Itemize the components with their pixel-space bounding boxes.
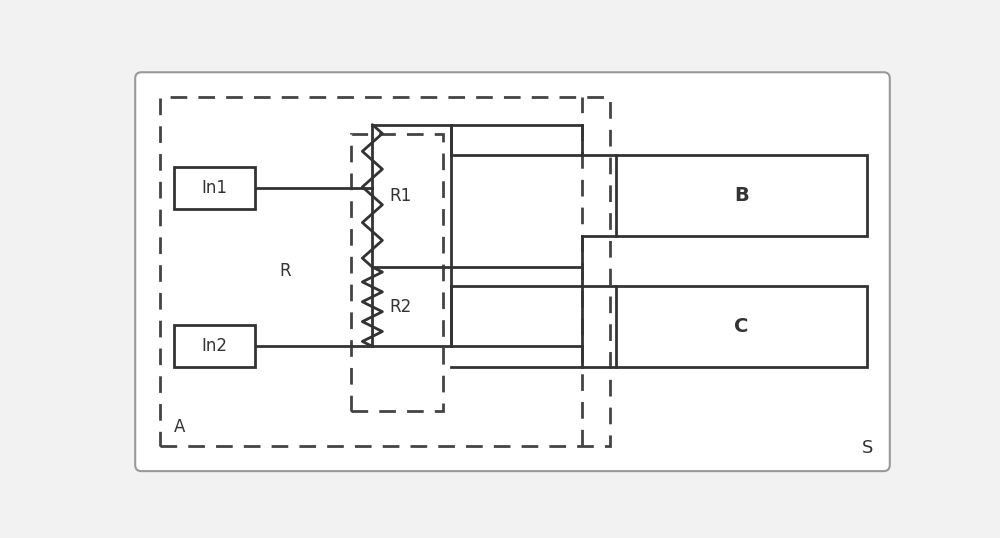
Text: R: R [280, 262, 291, 280]
Bar [616, 286, 867, 367]
Text: C: C [734, 317, 749, 336]
Text: In2: In2 [201, 337, 227, 355]
Text: R1: R1 [389, 187, 412, 205]
Text: In1: In1 [201, 179, 227, 197]
Bar [174, 325, 255, 367]
Bar [174, 167, 255, 209]
Bar [351, 134, 443, 411]
FancyBboxPatch shape [135, 72, 890, 471]
Text: A: A [174, 419, 185, 436]
Bar [160, 97, 610, 447]
Text: B: B [734, 186, 749, 206]
Text: R2: R2 [389, 298, 412, 316]
Bar [616, 155, 867, 236]
Text: S: S [861, 439, 873, 457]
